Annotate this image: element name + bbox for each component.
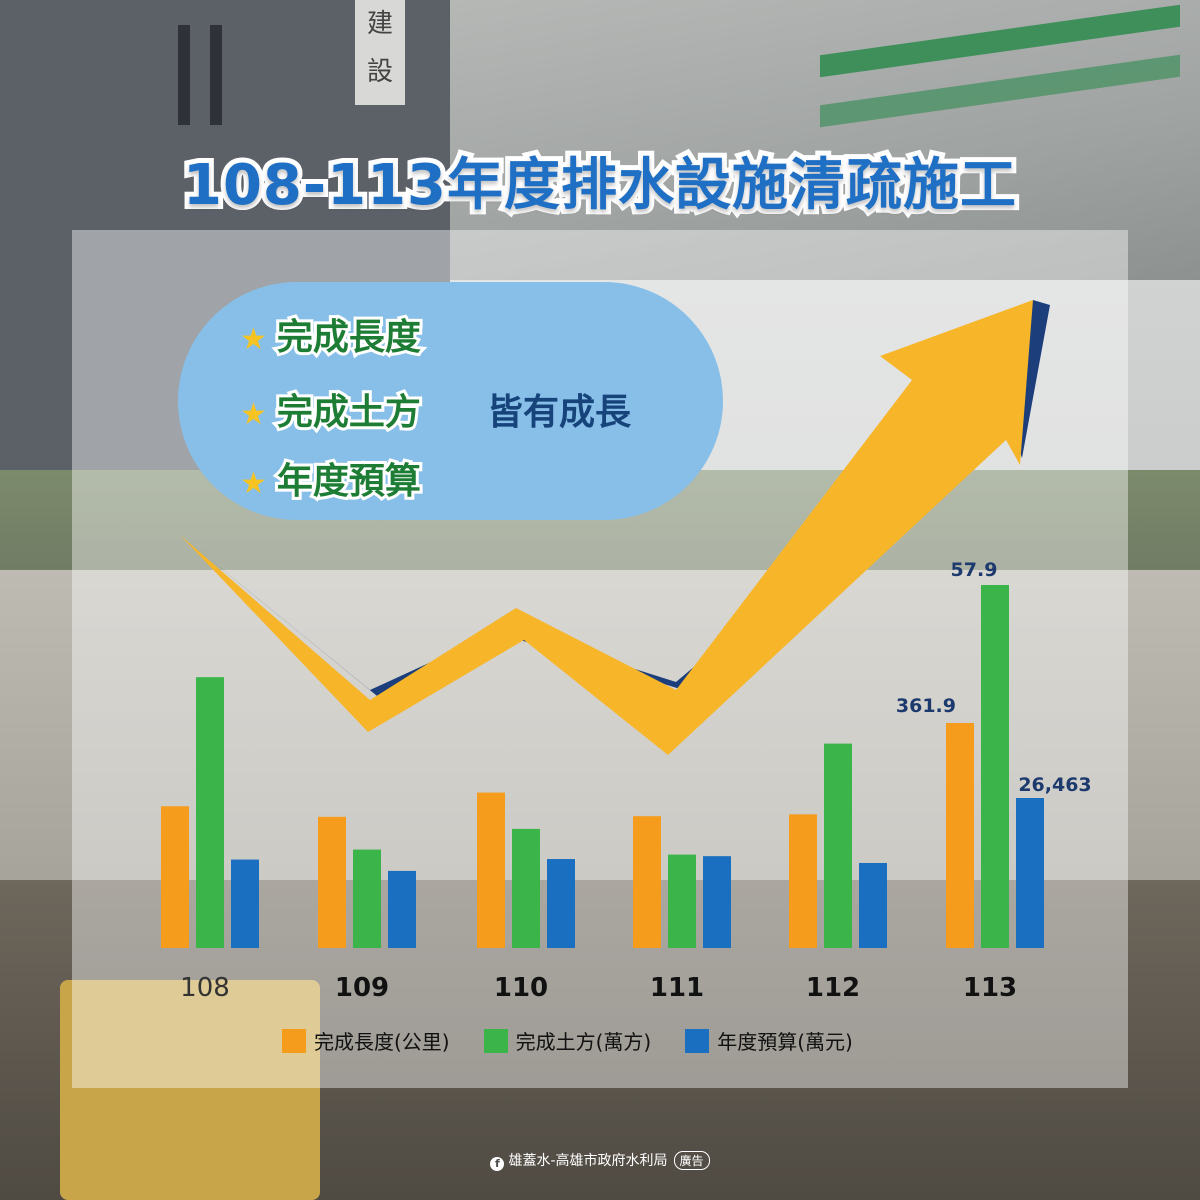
- x-tick-label: 111: [650, 973, 704, 1003]
- footer-page-name: 雄蓋水-高雄市政府水利局: [508, 1153, 668, 1169]
- data-label: 361.9: [896, 695, 956, 717]
- callout-item-label: 年度預算: [274, 458, 424, 505]
- bar-109-series-2: [353, 849, 381, 948]
- bar-113-series-3: [1016, 798, 1044, 948]
- bar-108-series-3: [231, 859, 259, 948]
- background-excavator: [60, 980, 320, 1200]
- background-bridge: [440, 0, 1200, 280]
- trend-arrow: [180, 300, 1050, 755]
- ad-badge: 廣告: [673, 1151, 710, 1170]
- data-label: 57.9: [951, 559, 998, 581]
- bar-110-series-1: [477, 792, 505, 948]
- building-window: [210, 25, 222, 125]
- star-icon: ★: [240, 466, 267, 501]
- legend-item: 完成長度(公里): [282, 1026, 450, 1055]
- legend-swatch: [685, 1028, 710, 1053]
- star-icon: ★: [240, 322, 267, 357]
- trend-arrow-body: [180, 300, 1033, 755]
- bar-111-series-3: [703, 856, 731, 948]
- callout-item-label: 完成土方: [274, 389, 424, 436]
- x-tick-label: 112: [806, 973, 860, 1003]
- legend-swatch: [282, 1028, 306, 1053]
- legend-label: 完成長度(公里): [314, 1030, 450, 1054]
- bar-109-series-3: [388, 870, 416, 948]
- chart-legend: 完成長度(公里) 完成土方(萬方) 年度預算(萬元): [282, 1026, 853, 1055]
- callout-item: ★ 年度預算: [240, 452, 424, 505]
- legend-label: 完成土方(萬方): [515, 1030, 652, 1054]
- building-sign-char: 建: [366, 9, 393, 39]
- bar-112-series-3: [859, 862, 887, 948]
- callout-item: ★ 完成土方: [240, 383, 424, 436]
- star-icon: ★: [240, 397, 267, 432]
- callout-item-label: 完成長度: [274, 314, 424, 361]
- building-sign: 建 設: [355, 0, 405, 105]
- page-title: 108-113年度排水設施清疏施工: [178, 148, 1021, 223]
- building-sign-char: 設: [366, 57, 393, 87]
- bar-113-series-1: [946, 723, 974, 948]
- bar-110-series-2: [512, 828, 540, 948]
- bar-112-series-1: [789, 814, 817, 948]
- building-window: [178, 25, 190, 125]
- callout-item: ★ 完成長度: [240, 308, 424, 361]
- footer: f 雄蓋水-高雄市政府水利局 廣告: [0, 1150, 1200, 1171]
- bar-109-series-1: [318, 816, 346, 948]
- bar-110-series-3: [547, 859, 575, 948]
- data-label: 26,463: [1018, 774, 1091, 796]
- x-tick-label: 109: [335, 973, 389, 1003]
- bar-113-series-2: [981, 585, 1009, 948]
- legend-item: 完成土方(萬方): [483, 1026, 652, 1055]
- callout-bubble: [178, 282, 723, 520]
- legend-item: 年度預算(萬元): [685, 1026, 853, 1055]
- bar-108-series-1: [161, 806, 189, 948]
- bar-111-series-2: [668, 854, 696, 948]
- bar-112-series-2: [824, 743, 852, 948]
- callout-growth-text: 皆有成長: [487, 392, 632, 433]
- x-tick-label: 113: [963, 973, 1017, 1003]
- legend-label: 年度預算(萬元): [717, 1030, 853, 1054]
- x-tick-label: 108: [180, 973, 230, 1003]
- bar-111-series-1: [633, 816, 661, 948]
- legend-swatch: [483, 1028, 508, 1053]
- facebook-icon: f: [490, 1157, 505, 1171]
- x-tick-label: 110: [494, 973, 548, 1003]
- bar-108-series-2: [196, 677, 224, 948]
